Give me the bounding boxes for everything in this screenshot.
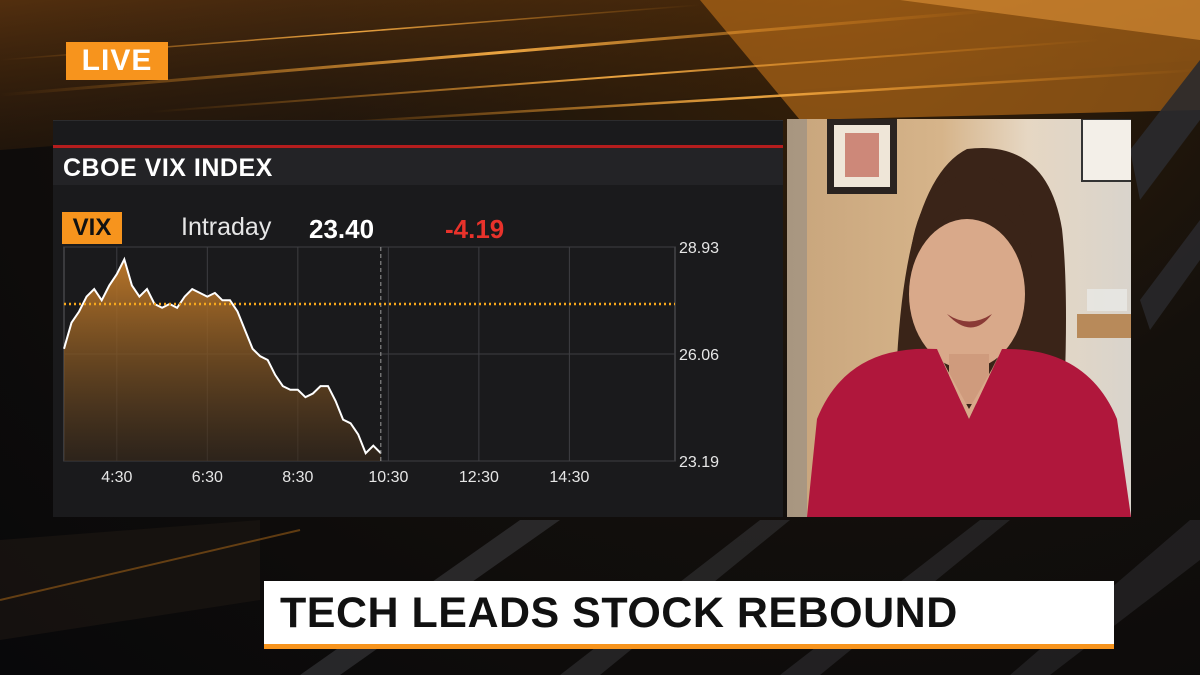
x-tick-label: 6:30 [192, 469, 223, 486]
vix-intraday-chart: 4:30 6:30 8:30 10:30 12:30 14:30 28.93 26.06 23.… [63, 240, 719, 486]
x-tick-label: 14:30 [549, 469, 589, 486]
y-tick-label: 28.93 [679, 240, 719, 257]
x-tick-label: 12:30 [459, 469, 499, 486]
x-tick-label: 4:30 [101, 469, 132, 486]
live-badge: LIVE [66, 42, 168, 80]
change-value: -4.19 [445, 214, 505, 244]
series-line [63, 256, 382, 455]
y-tick-label: 26.06 [679, 347, 719, 364]
ticker-badge: VIX [62, 212, 122, 244]
guest-video-feed [787, 119, 1131, 517]
guest-video-icon [787, 119, 1131, 517]
headline: TECH LEADS STOCK REBOUND [280, 589, 958, 637]
x-tick-label: 8:30 [282, 469, 313, 486]
period-label: Intraday [181, 213, 272, 241]
chart-panel: CBOE VIX INDEX VIX Intraday 23.40 -4.19 … [53, 120, 783, 517]
last-value: 23.40 [309, 214, 375, 244]
chart-title-bar: CBOE VIX INDEX [53, 145, 783, 185]
chart-title: CBOE VIX INDEX [63, 154, 273, 182]
series-area [64, 259, 381, 461]
x-tick-label: 10:30 [368, 469, 408, 486]
lower-third-banner: TECH LEADS STOCK REBOUND [264, 581, 1114, 649]
y-tick-label: 23.19 [679, 454, 719, 471]
